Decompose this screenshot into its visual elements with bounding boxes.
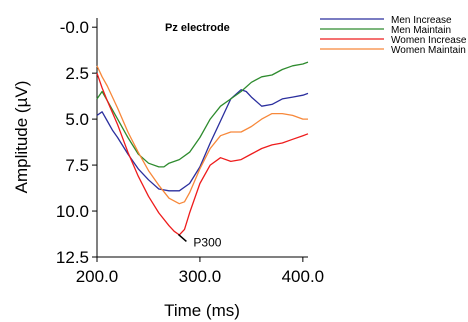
annotation-label: P300 <box>193 235 221 249</box>
legend-label-men-increase: Men Increase <box>391 15 452 26</box>
y-tick-label: 12.5 <box>56 248 89 267</box>
y-tick-label: -0.0 <box>60 18 89 37</box>
y-tick-label: 10.0 <box>56 202 89 221</box>
y-tick-label: 7.5 <box>65 156 89 175</box>
series-line-women-increase <box>96 72 309 236</box>
legend-label-men-maintain: Men Maintain <box>391 25 451 36</box>
series-layer <box>96 61 309 236</box>
x-axis-title: Time (ms) <box>164 301 240 320</box>
series-line-women-maintain <box>96 65 308 205</box>
series-line-men-increase <box>96 89 309 192</box>
x-tick-label: 300.0 <box>179 267 222 286</box>
series-line-men-maintain <box>96 61 309 168</box>
y-axis-title: Amplitude (µV) <box>12 81 31 194</box>
chart-title: Pz electrode <box>165 22 230 34</box>
y-tick-label: 5.0 <box>65 110 89 129</box>
x-tick-label: 400.0 <box>282 267 325 286</box>
legend-label-women-increase: Women Increase <box>391 35 467 46</box>
y-tick-label: 2.5 <box>65 64 89 83</box>
annotation-pointer <box>177 233 187 243</box>
legend-label-women-maintain: Women Maintain <box>391 45 466 56</box>
annotation-layer: P300 <box>177 233 222 249</box>
x-tick-label: 200.0 <box>76 267 119 286</box>
